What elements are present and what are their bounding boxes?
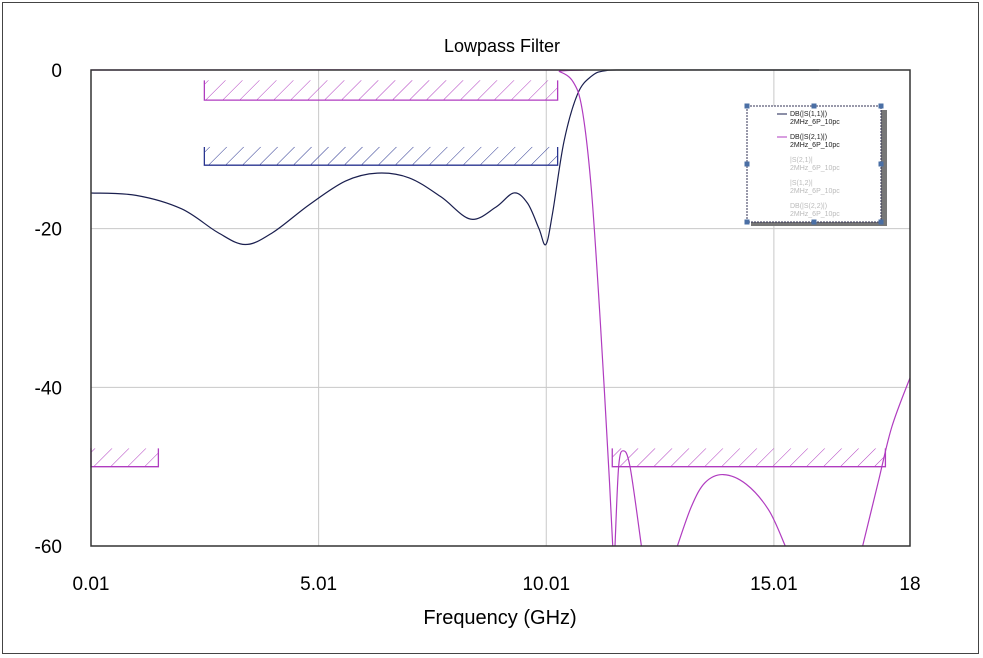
legend-resize-handle [744, 219, 750, 225]
y-tick-label: -20 [35, 220, 62, 241]
legend-resize-handle [878, 161, 884, 167]
x-axis-label: Frequency (GHz) [423, 607, 576, 629]
x-tick-label: 10.01 [522, 574, 570, 595]
series-line-db-s-2-1- [90, 69, 614, 547]
series-line-db-s-2-1- [676, 473, 786, 547]
spec-mask-hatch [612, 448, 886, 467]
legend-resize-handle [878, 103, 884, 109]
legend-entry-name: DB(|S(2,2)|) [790, 203, 827, 210]
legend-entry-name: DB(|S(2,1)|) [790, 134, 827, 141]
legend-entry-sub: 2MHz_6P_10pc [790, 211, 840, 218]
x-tick-label: 0.01 [73, 574, 110, 595]
legend-entry-sub: 2MHz_6P_10pc [790, 119, 840, 126]
legend-resize-handle [744, 103, 750, 109]
legend-resize-handle [811, 103, 817, 109]
legend-entry-sub: 2MHz_6P_10pc [790, 188, 840, 195]
y-tick-label: -40 [35, 378, 62, 399]
y-tick-label: -60 [35, 537, 62, 558]
legend-resize-handle [744, 161, 750, 167]
spec-mask-hatch [204, 80, 558, 101]
chart-title: Lowpass Filter [444, 36, 560, 56]
x-tick-label: 18 [899, 574, 920, 595]
legend-entry-sub: 2MHz_6P_10pc [790, 165, 840, 172]
legend-entry-name: |S(1,2)| [790, 180, 813, 187]
series-line-db-s-2-1- [614, 450, 642, 547]
legend-resize-handle [811, 219, 817, 225]
spec-mask-line [611, 448, 887, 468]
legend-entry-name: DB(|S(1,1)|) [790, 111, 827, 118]
plot-area [90, 69, 911, 547]
spec-mask-line [203, 146, 559, 166]
legend[interactable]: DB(|S(1,1)|)2MHz_6P_10pcDB(|S(2,1)|)2MHz… [744, 103, 888, 227]
series-line-db-s-2-1- [862, 377, 911, 547]
series-line-db-s-1-1- [90, 69, 819, 246]
spec-mask-line [203, 80, 559, 101]
spec-mask-hatch [91, 448, 159, 467]
legend-entry-name: |S(2,1)| [790, 157, 813, 164]
x-tick-label: 5.01 [300, 574, 337, 595]
legend-entry-sub: 2MHz_6P_10pc [790, 142, 840, 149]
x-tick-label: 15.01 [750, 574, 798, 595]
y-tick-label: 0 [51, 61, 62, 82]
spec-mask-hatch [204, 146, 558, 166]
legend-resize-handle [878, 219, 884, 225]
